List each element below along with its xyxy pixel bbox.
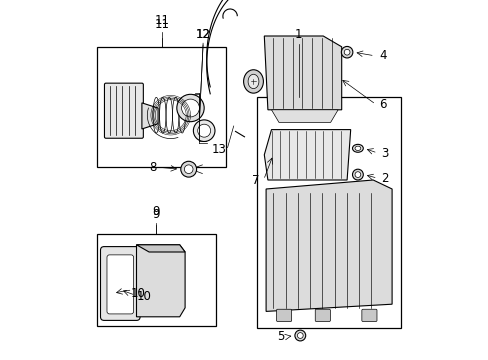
Text: 6: 6 [379,98,386,111]
Polygon shape [142,103,158,129]
Text: 11: 11 [154,18,169,31]
Text: 7: 7 [252,174,260,186]
Polygon shape [264,130,350,180]
Text: 12: 12 [195,28,210,41]
Bar [257,97,400,328]
FancyBboxPatch shape [101,247,140,320]
Circle shape [177,94,204,122]
Text: 2: 2 [381,172,388,185]
Circle shape [193,120,215,141]
Polygon shape [136,245,185,317]
Circle shape [184,165,193,174]
FancyBboxPatch shape [315,309,330,321]
Polygon shape [265,180,391,311]
FancyBboxPatch shape [104,83,143,138]
Text: 8: 8 [149,161,156,174]
FancyBboxPatch shape [361,309,376,321]
Circle shape [197,124,210,137]
Circle shape [294,330,305,341]
Text: 5: 5 [276,330,284,343]
Text: 10: 10 [136,291,151,303]
Polygon shape [264,36,341,110]
Bar [97,47,226,167]
Ellipse shape [243,70,263,93]
Bar [97,234,215,326]
Text: 4: 4 [379,49,386,62]
Circle shape [181,161,196,177]
Polygon shape [136,245,185,252]
Text: 1: 1 [294,28,302,41]
Ellipse shape [354,146,360,150]
Text: 11: 11 [154,14,169,27]
Circle shape [354,172,360,177]
Text: 9: 9 [152,208,160,221]
Text: 3: 3 [381,147,388,159]
Text: 10: 10 [131,287,146,300]
Circle shape [297,333,303,338]
Circle shape [352,169,363,180]
Ellipse shape [352,144,363,152]
FancyBboxPatch shape [107,255,133,314]
Text: 12: 12 [195,28,210,41]
Circle shape [181,99,199,117]
Polygon shape [271,110,337,122]
Text: 9: 9 [152,205,160,218]
Circle shape [344,49,349,55]
Ellipse shape [247,74,258,89]
Text: 13: 13 [211,143,226,156]
FancyBboxPatch shape [276,309,291,321]
Circle shape [341,46,352,58]
